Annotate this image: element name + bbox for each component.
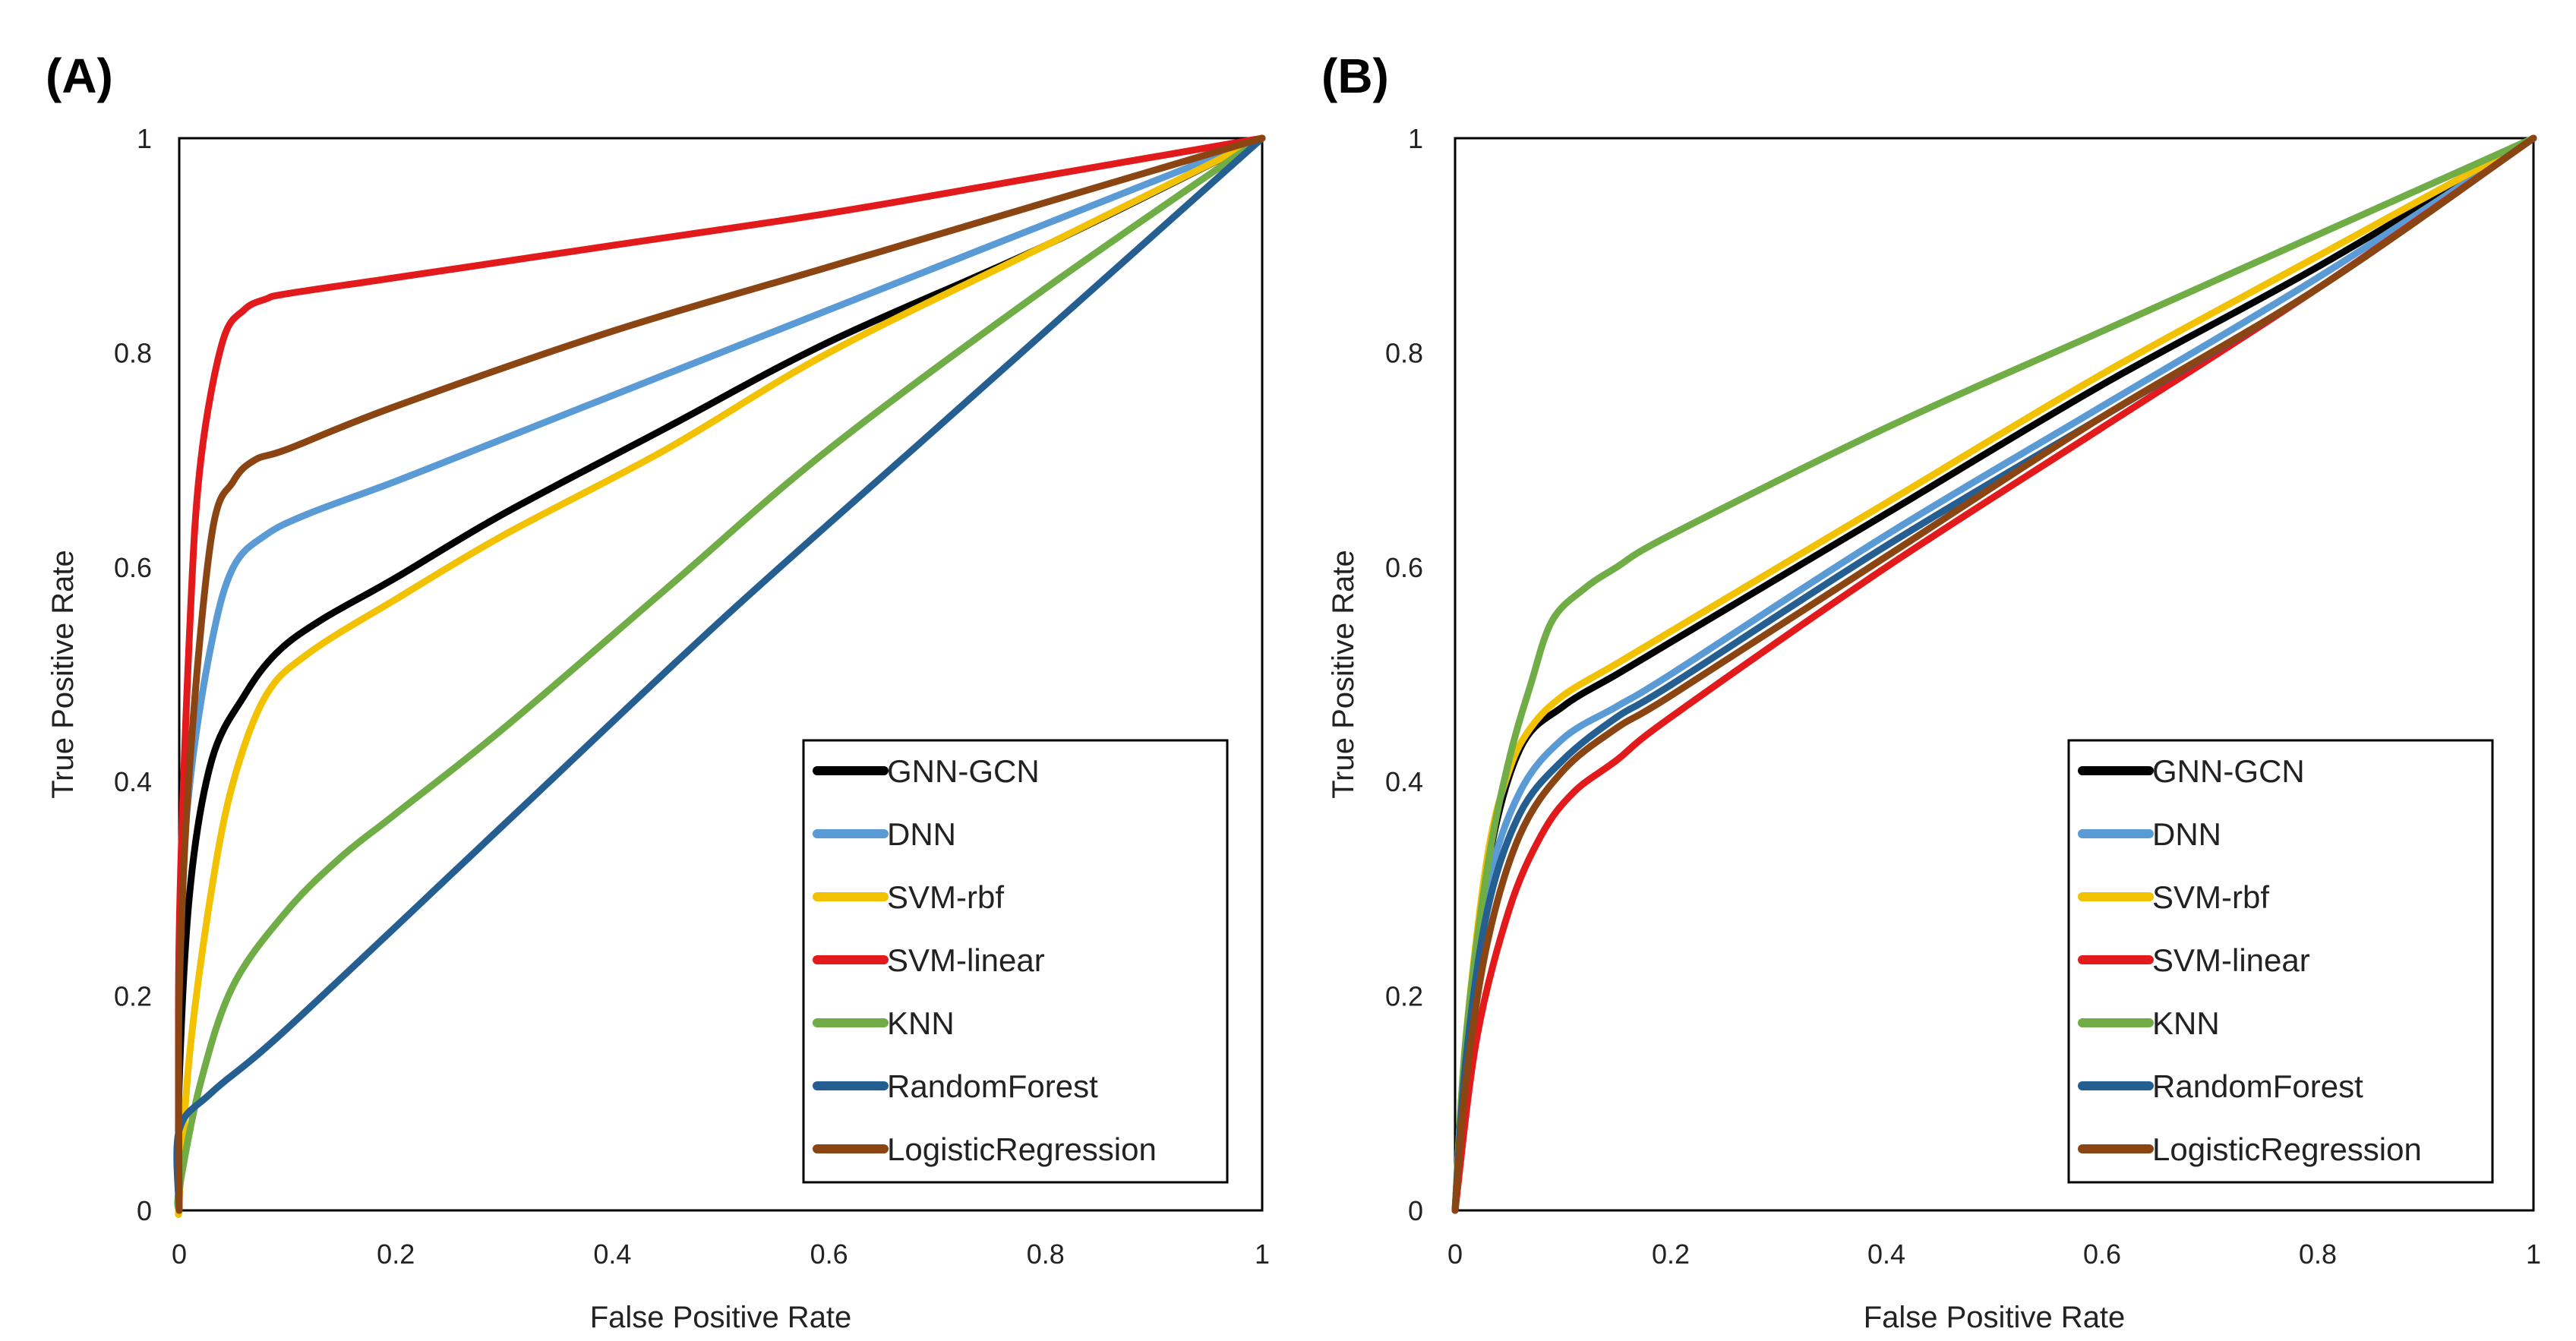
- legend-label-gnn-gcn: GNN-GCN: [887, 753, 1040, 789]
- legend-label-randomforest: RandomForest: [2152, 1068, 2363, 1104]
- y-tick-label: 0.6: [1385, 552, 1423, 583]
- x-axis-title: False Positive Rate: [590, 1301, 852, 1334]
- x-tick-label: 0.2: [377, 1238, 415, 1270]
- y-tick-label: 0.4: [114, 766, 152, 797]
- legend-label-randomforest: RandomForest: [887, 1068, 1098, 1104]
- legend-label-gnn-gcn: GNN-GCN: [2152, 753, 2305, 789]
- y-axis-title: True Positive Rate: [1327, 550, 1360, 799]
- y-tick-label: 0.2: [114, 981, 152, 1012]
- y-tick-label: 0.2: [1385, 981, 1423, 1012]
- legend: GNN-GCN DNN SVM-rbf SVM-linear KNN RandomFore…: [2067, 739, 2494, 1184]
- series-line-svm-rbf: [175, 134, 1266, 1218]
- series-line-randomforest: [173, 134, 1266, 1214]
- legend-label-knn: KNN: [887, 1005, 955, 1041]
- y-tick-label: 0.4: [1385, 766, 1423, 797]
- x-tick-label: 0.8: [1027, 1238, 1065, 1270]
- legend-label-logisticregression: LogisticRegression: [887, 1131, 1157, 1167]
- legend-label-svm-rbf: SVM-rbf: [2152, 879, 2269, 915]
- x-tick-label: 0.6: [2083, 1238, 2121, 1270]
- y-tick-label: 0.8: [1385, 337, 1423, 368]
- panel-label: (B): [1321, 49, 1389, 103]
- legend-label-svm-rbf: SVM-rbf: [887, 879, 1004, 915]
- series-line-logisticregression: [1451, 134, 2537, 1214]
- x-tick-label: 0.8: [2299, 1238, 2337, 1270]
- panel-a: (A) 0 0.2 0.4 0.6 0.8 1 0 0.2 0.4 0.6 0.8 1 False Pos…: [46, 49, 1270, 1334]
- legend-label-knn: KNN: [2152, 1005, 2220, 1041]
- x-tick-label: 0.4: [593, 1238, 631, 1270]
- x-tick-label: 0.2: [1652, 1238, 1690, 1270]
- x-axis-title: False Positive Rate: [1864, 1301, 2126, 1334]
- series-line-gnn-gcn: [175, 134, 1266, 1214]
- y-tick-label: 1: [137, 123, 152, 154]
- legend-label-dnn: DNN: [2152, 816, 2221, 852]
- series-line-knn: [174, 134, 1266, 1214]
- legend: GNN-GCN DNN SVM-rbf SVM-linear KNN RandomFore…: [802, 739, 1229, 1184]
- series-line-logisticregression: [175, 134, 1266, 1214]
- x-tick-label: 0: [172, 1238, 187, 1270]
- series-line-svm-linear: [175, 134, 1266, 1214]
- y-tick-label: 0: [137, 1195, 152, 1226]
- y-tick-label: 0: [1408, 1195, 1423, 1226]
- y-tick-label: 0.8: [114, 337, 152, 368]
- panel-b: (B) 0 0.2 0.4 0.6 0.8 1 0 0.2 0.4 0.6 0.8 1 False Pos…: [1321, 49, 2541, 1334]
- x-tick-label: 1: [2526, 1238, 2541, 1270]
- legend-label-logisticregression: LogisticRegression: [2152, 1131, 2422, 1167]
- x-tick-label: 1: [1255, 1238, 1270, 1270]
- panel-label: (A): [46, 49, 113, 103]
- legend-label-svm-linear: SVM-linear: [2152, 942, 2310, 978]
- legend-label-dnn: DNN: [887, 816, 956, 852]
- x-tick-label: 0.6: [810, 1238, 848, 1270]
- legend-label-svm-linear: SVM-linear: [887, 942, 1045, 978]
- y-tick-label: 1: [1408, 123, 1423, 154]
- y-axis-title: True Positive Rate: [46, 550, 80, 799]
- series-line-knn: [1451, 134, 2537, 1214]
- y-tick-label: 0.6: [114, 552, 152, 583]
- x-tick-label: 0: [1447, 1238, 1463, 1270]
- x-tick-label: 0.4: [1867, 1238, 1905, 1270]
